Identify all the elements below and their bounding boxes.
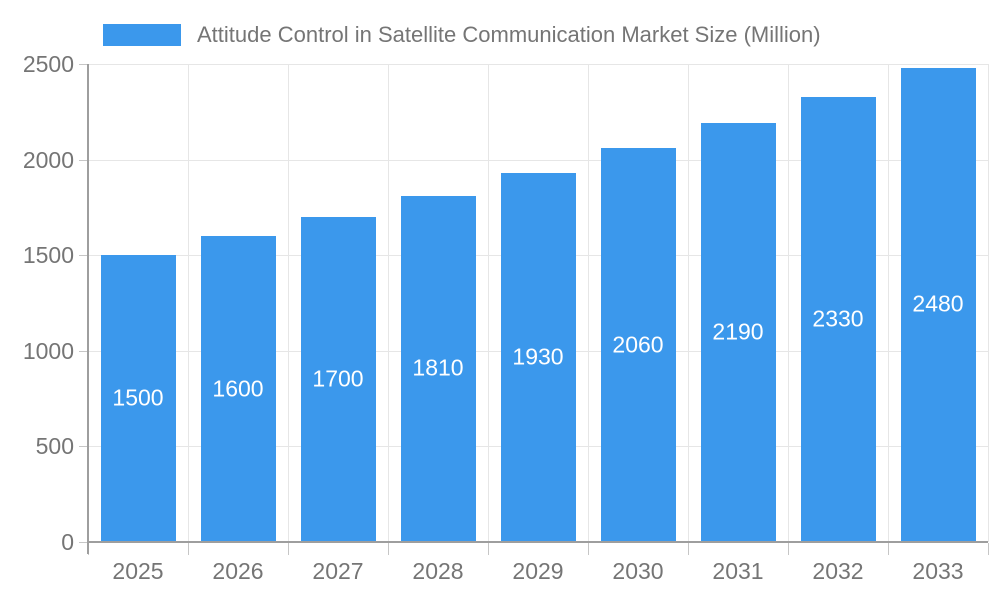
gridline-horizontal (88, 159, 988, 161)
bar-value-label: 2480 (912, 290, 964, 317)
x-axis-tick (288, 543, 289, 555)
bar-value-label: 1810 (412, 354, 464, 381)
x-axis-tick (488, 543, 489, 555)
x-axis-line (88, 541, 988, 543)
gridline-vertical (788, 64, 789, 542)
x-tick-label: 2033 (912, 558, 964, 584)
x-axis-tick (788, 543, 789, 555)
plot-area: 0 500 1000 1500 2000 2500 1500 2025 1600 2026 1700… (23, 51, 989, 584)
x-axis-tick (588, 543, 589, 555)
y-axis-line (87, 64, 89, 554)
gridline-vertical (588, 64, 589, 542)
bar-2025[interactable]: 1500 (100, 255, 176, 541)
bar-value-label: 2060 (612, 331, 664, 358)
y-tick-label: 2000 (22, 146, 74, 173)
bar-2028[interactable]: 1810 (400, 195, 476, 541)
y-tick-label: 500 (35, 433, 74, 460)
y-axis-tick (79, 64, 88, 65)
gridline-vertical (488, 64, 489, 542)
x-axis-tick (688, 543, 689, 555)
x-tick-label: 2028 (412, 558, 464, 584)
y-axis-tick (79, 446, 88, 448)
gridline-vertical (688, 64, 689, 542)
bar-value-label: 2190 (712, 318, 764, 345)
bar-2033[interactable]: 2480 (900, 67, 976, 541)
y-axis-tick (79, 542, 88, 543)
gridline-vertical (288, 64, 289, 542)
x-tick-label: 2026 (212, 558, 264, 584)
y-axis-tick (79, 350, 88, 352)
x-axis-tick (988, 543, 989, 555)
x-axis-tick (388, 543, 389, 555)
y-tick-label: 2500 (22, 51, 74, 77)
x-axis-tick (888, 543, 889, 555)
x-tick-label: 2030 (612, 558, 664, 584)
gridline-horizontal (88, 64, 988, 65)
x-tick-label: 2032 (812, 558, 864, 584)
y-tick-label: 0 (61, 529, 74, 555)
bar-2029[interactable]: 1930 (500, 172, 576, 541)
bar-2031[interactable]: 2190 (700, 123, 776, 541)
bar-value-label: 1700 (312, 365, 364, 392)
bar-2030[interactable]: 2060 (600, 148, 676, 541)
x-tick-label: 2029 (512, 558, 564, 584)
y-tick-label: 1000 (22, 337, 74, 364)
y-axis-tick (79, 255, 88, 257)
x-tick-label: 2031 (712, 558, 764, 584)
gridline-vertical (188, 64, 189, 542)
legend-item[interactable]: Attitude Control in Satellite Communicat… (103, 22, 821, 48)
bar-2027[interactable]: 1700 (300, 216, 376, 541)
gridline-vertical (388, 64, 389, 542)
legend-label: Attitude Control in Satellite Communicat… (197, 22, 821, 47)
x-axis-tick (188, 543, 189, 555)
bar-value-label: 1500 (112, 384, 164, 411)
gridline-vertical (888, 64, 889, 542)
x-tick-label: 2025 (112, 558, 164, 584)
gridline-vertical (988, 64, 989, 542)
y-axis-tick (79, 159, 88, 161)
bar-2026[interactable]: 1600 (200, 236, 276, 541)
bar-value-label: 1930 (512, 343, 564, 370)
bar-value-label: 2330 (812, 305, 864, 332)
legend-swatch (103, 24, 181, 46)
y-tick-label: 1500 (22, 242, 74, 269)
bar-2032[interactable]: 2330 (800, 96, 876, 541)
bar-value-label: 1600 (212, 375, 264, 402)
x-tick-label: 2027 (312, 558, 364, 584)
